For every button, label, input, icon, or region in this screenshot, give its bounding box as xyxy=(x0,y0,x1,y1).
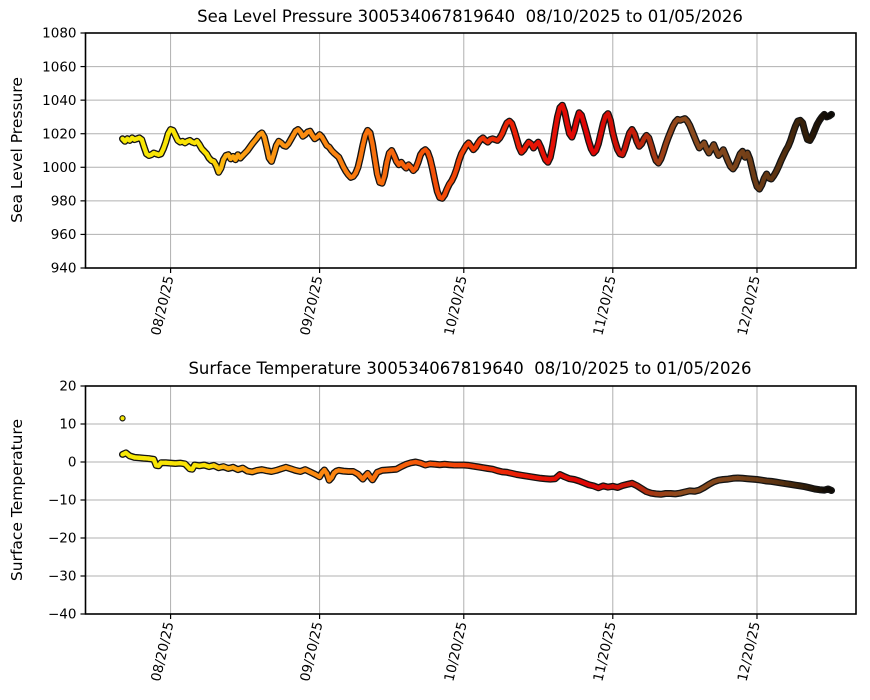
series-points xyxy=(120,450,834,497)
y-tick-label: 980 xyxy=(51,194,77,210)
x-tick-label: 11/20/25 xyxy=(590,620,619,683)
outlier-point xyxy=(119,415,126,422)
y-tick-label: 10 xyxy=(59,417,76,433)
series-points xyxy=(120,103,834,201)
x-tick-label: 08/20/25 xyxy=(148,274,177,337)
x-tick-label: 10/20/25 xyxy=(441,620,470,683)
y-tick-label: 1060 xyxy=(42,59,76,75)
tick-marks xyxy=(80,385,758,619)
y-tick-label: 940 xyxy=(51,261,77,277)
tick-marks xyxy=(80,32,758,273)
y-tick-label: 1020 xyxy=(42,126,76,142)
y-tick-label: −40 xyxy=(48,607,77,623)
y-tick-label: −20 xyxy=(48,531,77,547)
x-tick-label: 08/20/25 xyxy=(148,620,177,683)
y-tick-label: 960 xyxy=(51,227,77,243)
pressure-chart-title: Sea Level Pressure 300534067819640 08/10… xyxy=(197,7,743,26)
y-tick-label: 1080 xyxy=(42,26,76,42)
y-tick-label: 1040 xyxy=(42,93,76,109)
axes-spines xyxy=(84,32,857,269)
y-tick-label: 0 xyxy=(68,455,77,471)
x-tick-label: 10/20/25 xyxy=(441,274,470,337)
x-tick-label: 11/20/25 xyxy=(590,274,619,337)
series-outline xyxy=(119,449,835,498)
y-tick-label: −10 xyxy=(48,493,77,509)
x-tick-label: 09/20/25 xyxy=(297,620,326,683)
x-tick-label: 12/20/25 xyxy=(735,274,764,337)
tick-labels: 940 960 980 1000 1020 1040 1060 1080 08/20/25 09/… xyxy=(42,26,764,337)
x-tick-label: 09/20/25 xyxy=(297,274,326,337)
temperature-chart-title: Surface Temperature 300534067819640 08/1… xyxy=(188,359,752,378)
y-tick-label: −30 xyxy=(48,569,77,585)
temperature-plot-area: −40 −30 −20 −10 0 10 20 08/20/25 09/20/25 10/20/2… xyxy=(48,379,857,683)
pressure-plot-area: 940 960 980 1000 1020 1040 1060 1080 08/20/25 09/… xyxy=(42,26,857,337)
x-tick-label: 12/20/25 xyxy=(735,620,764,683)
gridlines xyxy=(85,385,856,615)
y-tick-label: 1000 xyxy=(42,160,76,176)
y-tick-label: 20 xyxy=(59,379,76,395)
